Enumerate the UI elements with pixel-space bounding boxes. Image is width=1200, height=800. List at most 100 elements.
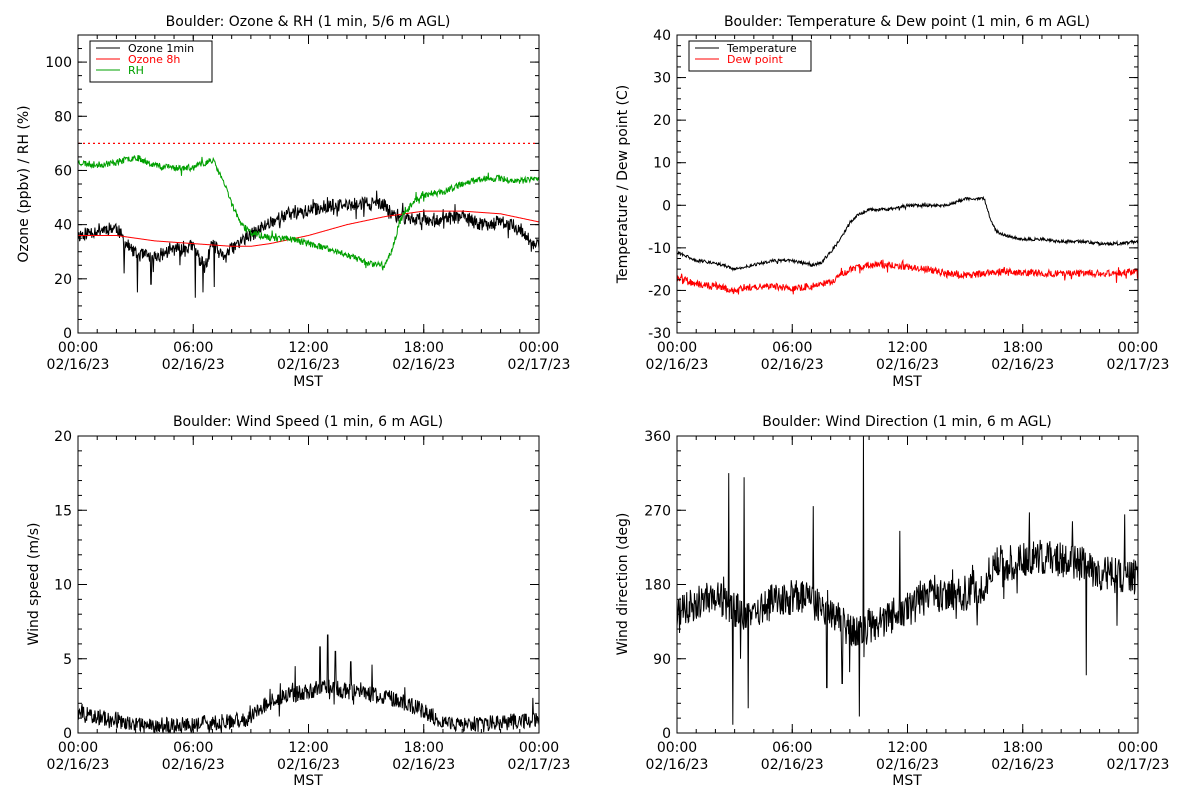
x-tick-time: 12:00: [288, 340, 328, 356]
x-tick-date: 02/16/23: [392, 757, 455, 773]
x-tick-time: 00:00: [657, 340, 697, 356]
y-axis-label: Wind direction (deg): [615, 513, 631, 656]
plot-frame: [676, 435, 1139, 734]
y-tick-label: 10: [653, 156, 671, 172]
chart-title: Boulder: Temperature & Dew point (1 min,…: [724, 14, 1090, 30]
x-tick-time: 18:00: [404, 340, 444, 356]
y-tick-label: -20: [648, 283, 671, 299]
x-tick-time: 00:00: [58, 340, 98, 356]
series-layer: [676, 435, 1139, 725]
y-tick-label: 20: [54, 429, 72, 445]
x-tick-date: 02/17/23: [508, 357, 571, 373]
x-tick-time: 12:00: [288, 740, 328, 756]
chart-title: Boulder: Ozone & RH (1 min, 5/6 m AGL): [166, 14, 451, 30]
y-tick-label: 360: [644, 429, 671, 445]
y-tick-label: 0: [662, 726, 671, 742]
chart-ozone-rh: Boulder: Ozone & RH (1 min, 5/6 m AGL) O…: [16, 14, 570, 390]
x-axis-label: MST: [293, 374, 323, 390]
y-tick-label: 40: [653, 28, 671, 44]
y-axis-label: Temperature / Dew point (C): [615, 85, 631, 284]
x-tick-date: 02/16/23: [991, 357, 1054, 373]
x-tick-date: 02/16/23: [392, 357, 455, 373]
chart-temp-dew: Boulder: Temperature & Dew point (1 min,…: [615, 14, 1169, 390]
series-layer: [77, 154, 540, 298]
x-axis-label: MST: [892, 374, 922, 390]
y-tick-label: 100: [45, 55, 72, 71]
axis-layer: 02040608010000:0002/16/2306:0002/16/2312…: [45, 34, 571, 373]
x-tick-time: 06:00: [173, 740, 213, 756]
x-tick-date: 02/16/23: [876, 357, 939, 373]
x-tick-date: 02/16/23: [646, 757, 709, 773]
legend-entry: RH: [128, 64, 144, 77]
x-tick-date: 02/16/23: [761, 357, 824, 373]
y-tick-label: 270: [644, 503, 671, 519]
x-tick-date: 02/16/23: [277, 357, 340, 373]
x-tick-date: 02/16/23: [47, 757, 110, 773]
axis-layer: 0510152000:0002/16/2306:0002/16/2312:000…: [47, 429, 571, 773]
legend-entry: Ozone 1min: [128, 42, 194, 55]
x-tick-date: 02/16/23: [646, 357, 709, 373]
y-tick-label: 180: [644, 578, 671, 594]
y-axis-label: Ozone (ppbv) / RH (%): [16, 105, 32, 262]
series-line: [77, 154, 540, 271]
y-axis-label: Wind speed (m/s): [26, 523, 42, 646]
y-tick-label: 20: [653, 113, 671, 129]
y-tick-label: 5: [63, 652, 72, 668]
x-tick-date: 02/16/23: [47, 357, 110, 373]
chart-wind-speed: Boulder: Wind Speed (1 min, 6 m AGL) Win…: [26, 414, 570, 789]
y-tick-label: 0: [63, 326, 72, 342]
series-line: [676, 435, 1139, 725]
y-tick-label: 0: [662, 198, 671, 214]
chart-title: Boulder: Wind Direction (1 min, 6 m AGL): [762, 414, 1051, 430]
x-tick-time: 06:00: [173, 340, 213, 356]
series-line: [78, 210, 540, 247]
legend-entry: Ozone 8h: [128, 53, 180, 66]
plot-frame: [77, 435, 540, 734]
chart-title: Boulder: Wind Speed (1 min, 6 m AGL): [173, 414, 443, 430]
series-line: [676, 195, 1139, 272]
x-tick-time: 18:00: [404, 740, 444, 756]
x-tick-time: 12:00: [887, 740, 927, 756]
x-tick-time: 00:00: [519, 740, 559, 756]
x-tick-time: 00:00: [58, 740, 98, 756]
series-line: [77, 190, 540, 298]
x-tick-time: 12:00: [887, 340, 927, 356]
x-tick-date: 02/16/23: [162, 757, 225, 773]
x-tick-date: 02/16/23: [991, 757, 1054, 773]
y-tick-label: -10: [648, 241, 671, 257]
x-tick-time: 06:00: [772, 340, 812, 356]
y-tick-label: 30: [653, 71, 671, 87]
legend-box: [688, 40, 812, 72]
x-tick-time: 00:00: [657, 740, 697, 756]
x-axis-label: MST: [293, 773, 323, 789]
y-tick-label: 40: [54, 218, 72, 234]
y-tick-label: 0: [63, 726, 72, 742]
x-axis-label: MST: [892, 773, 922, 789]
y-tick-label: 60: [54, 163, 72, 179]
y-tick-label: 20: [54, 272, 72, 288]
series-layer: [676, 195, 1139, 295]
legend-entry: Dew point: [727, 53, 783, 66]
series-line: [77, 634, 540, 734]
x-tick-date: 02/16/23: [277, 757, 340, 773]
x-tick-date: 02/16/23: [876, 757, 939, 773]
x-tick-time: 18:00: [1003, 740, 1043, 756]
x-tick-date: 02/16/23: [761, 757, 824, 773]
x-tick-time: 00:00: [1118, 340, 1158, 356]
x-tick-time: 18:00: [1003, 340, 1043, 356]
x-tick-date: 02/17/23: [1107, 757, 1170, 773]
y-tick-label: 80: [54, 109, 72, 125]
axis-layer: -30-20-1001020304000:0002/16/2306:0002/1…: [646, 28, 1170, 373]
legend-entry: Temperature: [726, 42, 797, 55]
x-tick-date: 02/17/23: [508, 757, 571, 773]
axis-layer: 09018027036000:0002/16/2306:0002/16/2312…: [644, 429, 1169, 773]
x-tick-time: 00:00: [519, 340, 559, 356]
y-tick-label: 90: [653, 652, 671, 668]
y-tick-label: -30: [648, 326, 671, 342]
x-tick-time: 06:00: [772, 740, 812, 756]
y-tick-label: 10: [54, 578, 72, 594]
y-tick-label: 15: [54, 503, 72, 519]
